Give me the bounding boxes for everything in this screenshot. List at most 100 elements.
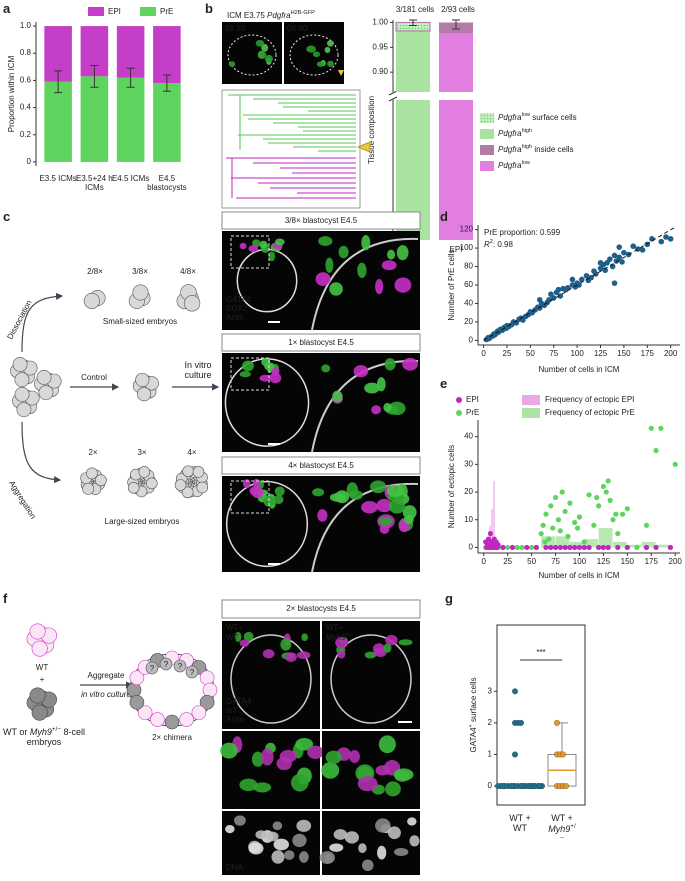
bar-segment [439,33,473,92]
point [600,483,607,490]
point [550,525,556,531]
nucleus [384,358,396,371]
y-tick-label: 0.8 [20,48,32,57]
nucleus [357,262,367,279]
outline [230,634,312,724]
y-axis-label: Number of ectopic cells [447,445,456,528]
stain-label: GATA4 [226,697,252,706]
point [619,511,626,517]
point [607,256,613,262]
point [667,236,674,242]
panel-label: e [440,376,447,391]
cell [137,705,153,720]
nucleus [269,372,282,384]
point [509,783,515,790]
legend-label: EPI [466,395,479,404]
nucleus [307,745,324,759]
nucleus [379,524,390,534]
y-axis-label: Proportion within ICM [7,55,16,132]
nucleus [386,485,404,498]
outline [330,634,412,724]
cell [127,481,140,494]
histogram-bar [491,508,493,548]
stain-label: Actin [226,313,244,322]
legend-label: Pdgfralow [498,160,531,170]
point [487,531,494,537]
stain-label: DNA [226,863,244,872]
point [607,497,613,503]
y-tick-label: 20 [464,487,473,496]
histogram-bar [584,539,599,548]
point [505,544,511,551]
nucleus [329,843,344,852]
nucleus [301,633,308,642]
nucleus [334,490,350,504]
point [648,425,654,431]
point [569,276,576,283]
nucleus [349,750,360,763]
significance: *** [536,648,545,657]
size-label: 4× [187,448,196,457]
nucleus [325,750,342,764]
nucleus [239,778,258,792]
nucleus [317,509,328,522]
panel-label: a [3,1,11,16]
point [624,506,630,512]
legend-label: EPI [108,7,121,16]
nucleus [383,643,392,653]
axis-break [388,90,398,102]
nucleus [376,498,393,513]
nucleus [296,651,311,660]
x-tick-label: 50 [527,557,536,566]
unknown-mark: ? [178,662,183,671]
nucleus [272,821,283,831]
histogram-bar [489,525,491,548]
cell [126,682,142,698]
cell [145,661,159,675]
nucleus [353,365,369,378]
arrowhead [356,141,371,153]
nucleus [383,402,392,413]
x-tick-label: 0 [481,349,486,358]
image-title-box [221,211,421,230]
y-tick-label: 1.00 [372,18,388,27]
nucleus [394,277,412,293]
nucleus [255,830,267,840]
annotation: 3/181 cells [396,5,434,14]
point [593,271,599,277]
point [596,544,602,551]
x-tick-label: 175 [645,557,659,566]
histogram-bar [493,480,495,548]
nucleus [274,486,285,497]
point [536,296,543,303]
y-tick-label: 0 [469,543,474,552]
x-tick-label: 150 [617,349,631,358]
nucleus [261,748,274,766]
nucleus [361,859,374,872]
nucleus [228,61,236,68]
point [653,544,659,551]
nucleus [306,45,316,53]
nucleus [271,850,285,864]
y-tick-label: 0.4 [20,103,32,112]
cell [16,402,32,418]
label: + [40,675,45,684]
y-axis-label: Number of PrE cells [447,249,456,320]
size-label: 2/8× [87,267,103,276]
y-tick-label: 0 [27,157,32,166]
bar-segment [439,100,473,240]
arrowhead [338,70,344,76]
outline [311,482,419,573]
point [611,280,618,286]
nucleus [326,40,334,47]
point [624,544,630,551]
point [514,544,520,551]
point [536,783,542,790]
nucleus [296,819,312,832]
cell [29,687,46,704]
stain-label: SOX2 [226,304,248,313]
point [615,531,621,537]
cell [150,712,165,727]
point [555,517,562,523]
outline [311,359,419,453]
